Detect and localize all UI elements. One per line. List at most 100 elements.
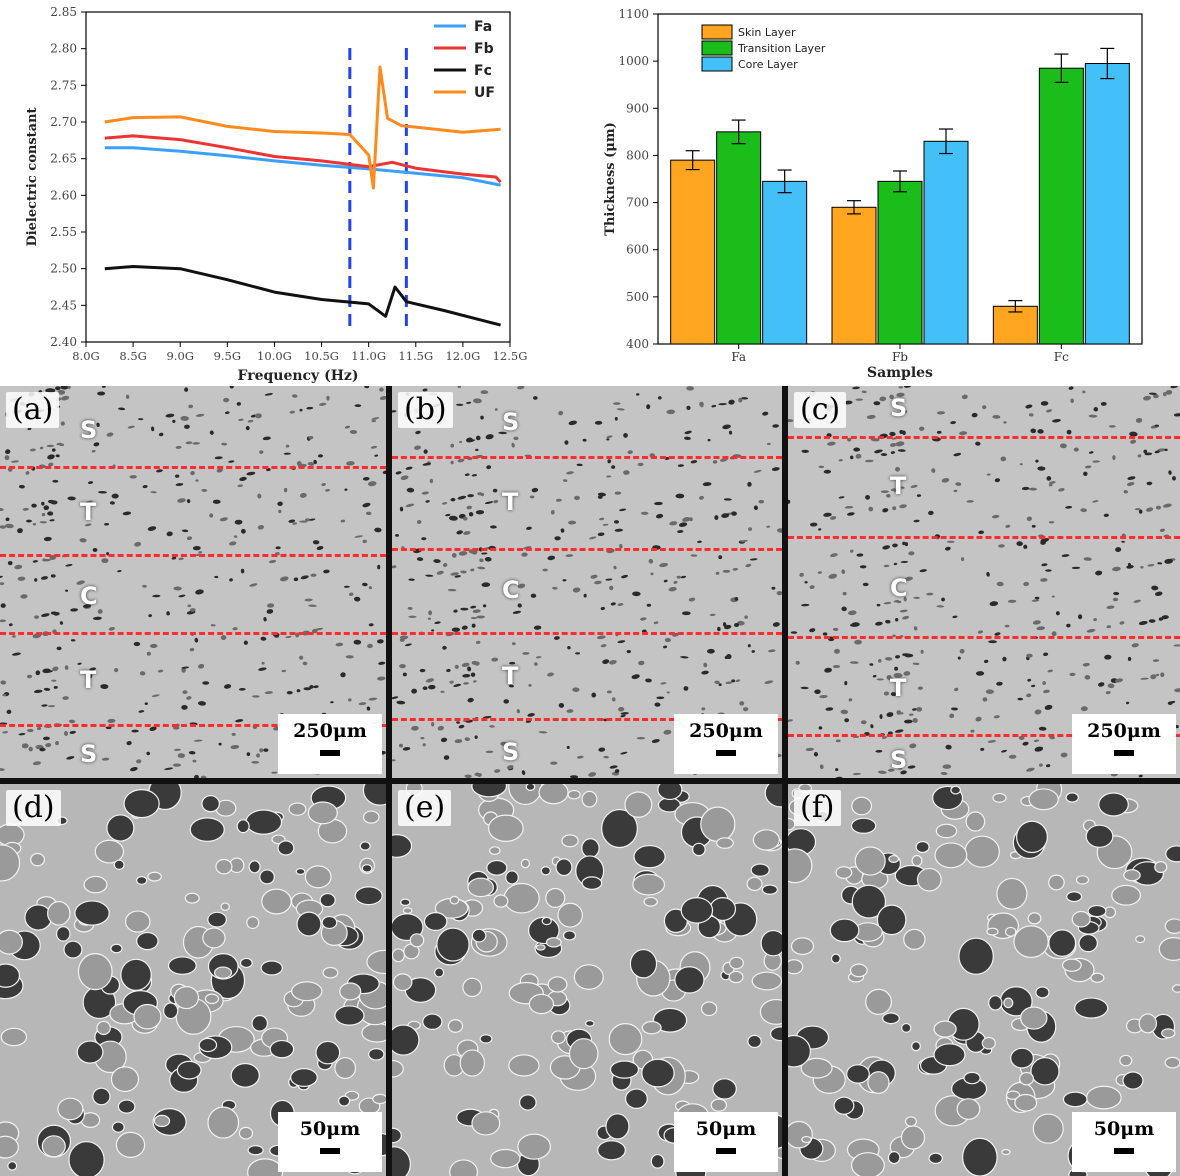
pore xyxy=(1133,599,1141,603)
pore xyxy=(237,484,244,488)
pore xyxy=(822,632,828,636)
pore xyxy=(887,1151,901,1165)
pore xyxy=(564,440,569,445)
pore xyxy=(52,479,59,483)
pore xyxy=(130,767,138,772)
pore xyxy=(516,709,520,714)
pore xyxy=(313,459,317,465)
pore xyxy=(1028,788,1059,811)
pore xyxy=(184,892,200,904)
pore xyxy=(41,576,48,580)
pore xyxy=(747,481,752,487)
pore xyxy=(957,656,961,660)
pore xyxy=(517,583,526,589)
pore xyxy=(889,394,894,400)
pore xyxy=(436,927,470,962)
pore xyxy=(261,661,265,665)
pore xyxy=(172,763,182,767)
pore xyxy=(1164,1056,1180,1069)
pore xyxy=(458,440,463,443)
pore xyxy=(91,449,96,453)
pore xyxy=(889,431,896,437)
pore xyxy=(392,759,396,762)
pore xyxy=(890,488,897,492)
pore xyxy=(832,665,841,669)
pore xyxy=(419,668,426,673)
pore xyxy=(291,981,323,1002)
pore xyxy=(619,543,623,549)
pore xyxy=(472,609,481,614)
pore xyxy=(1165,845,1180,863)
pore xyxy=(41,501,45,506)
pore xyxy=(978,530,984,535)
pore xyxy=(529,495,535,499)
pore xyxy=(1071,566,1081,570)
bar-fb xyxy=(877,180,923,345)
pore xyxy=(623,432,628,438)
pore xyxy=(1140,677,1149,680)
pore xyxy=(552,586,558,590)
pore xyxy=(590,574,598,579)
pore xyxy=(750,863,770,877)
layer-label: T xyxy=(890,674,907,702)
sem-panel-b: S T C T S (b) 250μm xyxy=(392,386,782,778)
pore xyxy=(876,904,907,936)
pore xyxy=(801,449,809,453)
x-tick-label: 9.0G xyxy=(166,349,193,363)
pore xyxy=(656,696,665,700)
pore xyxy=(562,579,567,582)
pore xyxy=(699,401,704,407)
pore xyxy=(97,609,103,614)
pore xyxy=(598,747,606,752)
pore xyxy=(653,621,659,625)
pore xyxy=(895,441,905,447)
pore xyxy=(189,817,225,842)
pore xyxy=(1123,869,1141,882)
pore xyxy=(338,1095,351,1107)
pore xyxy=(1028,487,1038,491)
pore xyxy=(231,732,236,736)
legend-swatch xyxy=(701,24,733,40)
pore xyxy=(758,499,765,504)
pore xyxy=(146,651,151,656)
pore xyxy=(456,403,464,406)
pore xyxy=(359,841,371,851)
pore xyxy=(744,615,748,619)
micrograph-background xyxy=(788,386,1180,778)
plot-frame xyxy=(85,11,511,343)
pore xyxy=(450,460,454,465)
legend-label: Skin Layer xyxy=(738,26,796,39)
pore xyxy=(209,430,214,435)
x-tick-label: 9.5G xyxy=(214,349,241,363)
pore xyxy=(246,916,260,930)
pore xyxy=(264,691,273,695)
pore xyxy=(887,731,893,735)
pore xyxy=(366,706,371,711)
pore xyxy=(313,685,319,689)
pore xyxy=(136,876,148,885)
pore xyxy=(421,491,429,495)
x-tick-label: 8.5G xyxy=(119,349,146,363)
pore xyxy=(682,517,691,522)
pore xyxy=(1039,763,1043,767)
pore xyxy=(136,931,159,951)
pore xyxy=(14,564,23,570)
pore xyxy=(505,870,519,885)
legend-label: UF xyxy=(474,85,495,101)
pore xyxy=(392,1146,411,1176)
pore xyxy=(39,521,47,524)
pore xyxy=(911,854,923,867)
pore xyxy=(248,860,261,874)
pore xyxy=(1112,566,1121,572)
pore xyxy=(729,956,744,970)
pore xyxy=(101,386,106,388)
pore xyxy=(42,558,46,561)
pore xyxy=(27,728,34,733)
pore xyxy=(188,404,194,409)
pore xyxy=(666,409,676,415)
pore xyxy=(77,662,82,665)
pore xyxy=(240,568,245,574)
pore xyxy=(809,628,816,633)
pore xyxy=(718,555,723,560)
pore xyxy=(566,745,570,749)
